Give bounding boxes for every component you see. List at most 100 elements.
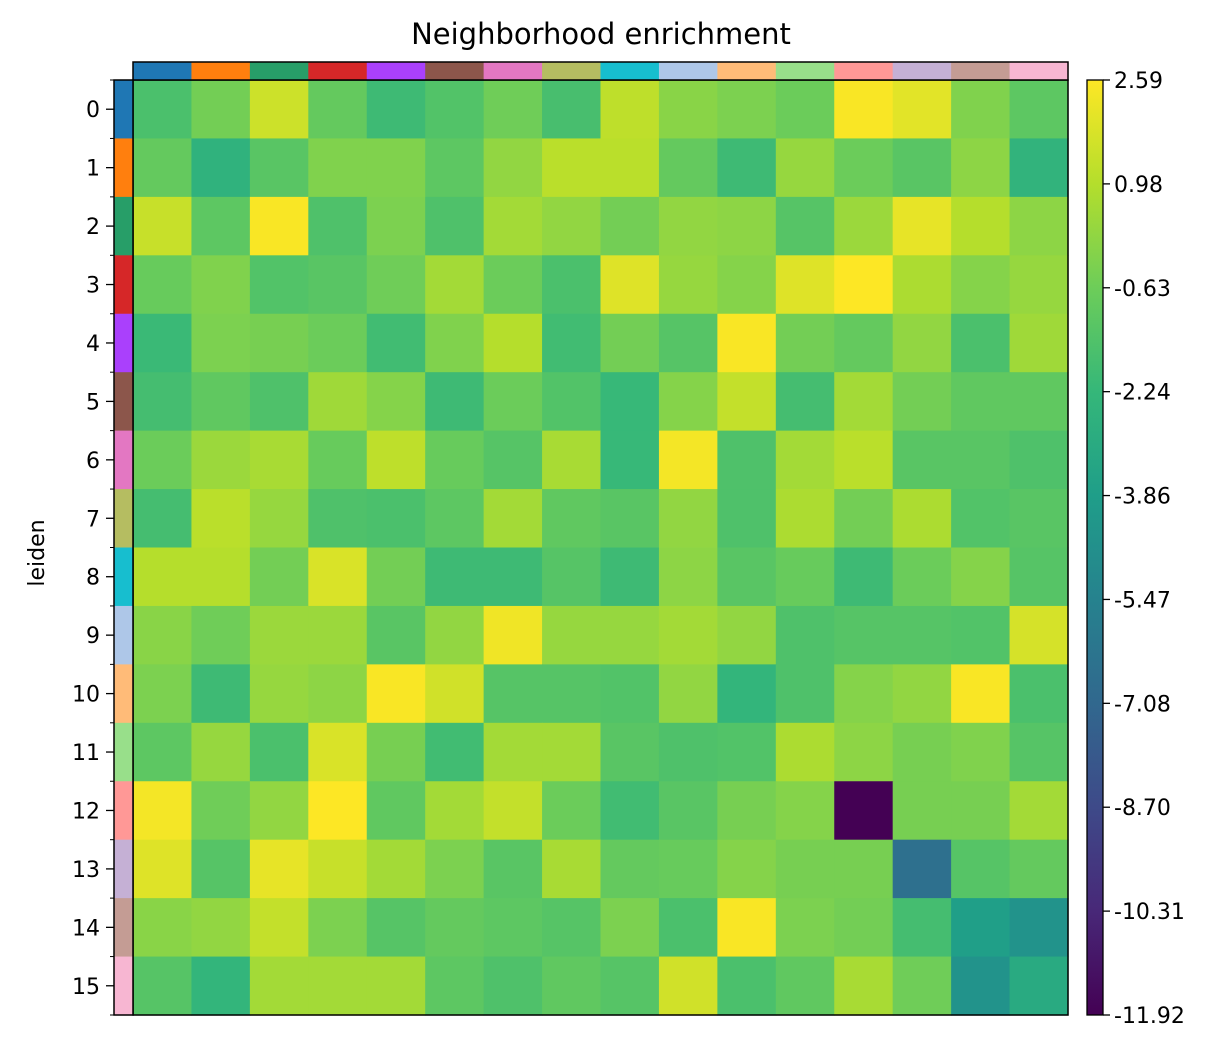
heatmap-cell: [600, 80, 660, 140]
heatmap-cell: [1009, 839, 1069, 899]
y-tick-label: 7: [86, 507, 100, 532]
y-tick-label: 2: [86, 215, 100, 240]
heatmap-cell: [658, 781, 718, 841]
heatmap-cell: [658, 196, 718, 256]
heatmap-cell: [951, 313, 1011, 373]
heatmap-cell: [191, 138, 251, 198]
left-category-swatch: [114, 781, 133, 841]
heatmap-cell: [951, 781, 1011, 841]
top-category-swatch: [834, 62, 894, 80]
heatmap-cell: [308, 664, 368, 724]
colorbar-gradient: [1086, 79, 1104, 1016]
heatmap-cell: [834, 255, 894, 315]
heatmap-cell: [483, 430, 543, 490]
heatmap-cell: [133, 313, 193, 373]
heatmap-cell: [775, 605, 835, 665]
heatmap-cell: [834, 605, 894, 665]
heatmap-cell: [600, 956, 660, 1016]
heatmap-cell: [775, 372, 835, 432]
heatmap-cell: [658, 255, 718, 315]
colorbar-tick-label: -11.92: [1114, 1004, 1185, 1029]
top-category-swatch: [249, 62, 309, 80]
heatmap-cell: [366, 722, 426, 782]
heatmap-cell: [366, 781, 426, 841]
colorbar-tick-label: -10.31: [1114, 900, 1185, 925]
heatmap-cell: [133, 372, 193, 432]
heatmap-cell: [1009, 372, 1069, 432]
left-category-swatch: [114, 489, 133, 549]
heatmap-cell: [191, 605, 251, 665]
heatmap-cells: [132, 79, 1069, 1016]
heatmap-cell: [249, 781, 309, 841]
heatmap-cell: [133, 664, 193, 724]
heatmap-cell: [308, 722, 368, 782]
heatmap-cell: [542, 313, 602, 373]
heatmap-cell: [600, 196, 660, 256]
heatmap-cell: [775, 898, 835, 958]
heatmap-cell: [191, 313, 251, 373]
heatmap-cell: [892, 80, 952, 140]
heatmap-cell: [483, 605, 543, 665]
heatmap-cell: [542, 956, 602, 1016]
heatmap-cell: [133, 781, 193, 841]
heatmap-cell: [483, 956, 543, 1016]
heatmap-cell: [191, 781, 251, 841]
heatmap-cell: [425, 664, 485, 724]
top-category-swatch: [366, 62, 426, 80]
colorbar-tick-label: 2.59: [1114, 69, 1163, 94]
top-category-swatch: [542, 62, 602, 80]
heatmap-cell: [892, 547, 952, 607]
heatmap-cell: [892, 138, 952, 198]
heatmap-cell: [191, 80, 251, 140]
heatmap-cell: [658, 430, 718, 490]
heatmap-cell: [600, 372, 660, 432]
heatmap-cell: [308, 956, 368, 1016]
heatmap-cell: [951, 372, 1011, 432]
heatmap-cell: [483, 547, 543, 607]
heatmap-cell: [483, 372, 543, 432]
heatmap-cell: [658, 722, 718, 782]
heatmap-cell: [600, 489, 660, 549]
left-category-swatch: [114, 664, 133, 724]
heatmap-cell: [600, 722, 660, 782]
heatmap-cell: [366, 313, 426, 373]
top-category-swatch: [425, 62, 485, 80]
left-category-swatch: [114, 430, 133, 490]
heatmap-cell: [1009, 80, 1069, 140]
heatmap-cell: [542, 839, 602, 899]
heatmap-cell: [1009, 605, 1069, 665]
heatmap-cell: [1009, 547, 1069, 607]
heatmap-cell: [600, 430, 660, 490]
heatmap-cell: [775, 664, 835, 724]
heatmap-cell: [366, 138, 426, 198]
left-category-swatch: [114, 898, 133, 958]
top-category-swatch: [658, 62, 718, 80]
heatmap-cell: [425, 313, 485, 373]
y-tick-label: 5: [86, 390, 100, 415]
left-category-swatch: [114, 956, 133, 1016]
heatmap-cell: [658, 547, 718, 607]
top-category-swatch: [775, 62, 835, 80]
heatmap-cell: [951, 898, 1011, 958]
heatmap-cell: [191, 489, 251, 549]
heatmap-cell: [892, 196, 952, 256]
heatmap-cell: [133, 722, 193, 782]
top-category-swatch: [483, 62, 543, 80]
colorbar-tick-label: -7.08: [1114, 692, 1171, 717]
heatmap-cell: [1009, 313, 1069, 373]
heatmap-cell: [483, 664, 543, 724]
heatmap-cell: [951, 255, 1011, 315]
heatmap-cell: [717, 313, 777, 373]
heatmap-cell: [249, 722, 309, 782]
y-tick-label: 9: [86, 624, 100, 649]
chart-title: Neighborhood enrichment: [411, 17, 791, 51]
top-category-swatch: [1009, 62, 1069, 80]
y-tick-label: 3: [86, 274, 100, 299]
heatmap-cell: [425, 781, 485, 841]
heatmap-cell: [775, 196, 835, 256]
heatmap-cell: [191, 255, 251, 315]
heatmap-cell: [1009, 664, 1069, 724]
heatmap-cell: [483, 196, 543, 256]
top-category-swatch: [600, 62, 660, 80]
